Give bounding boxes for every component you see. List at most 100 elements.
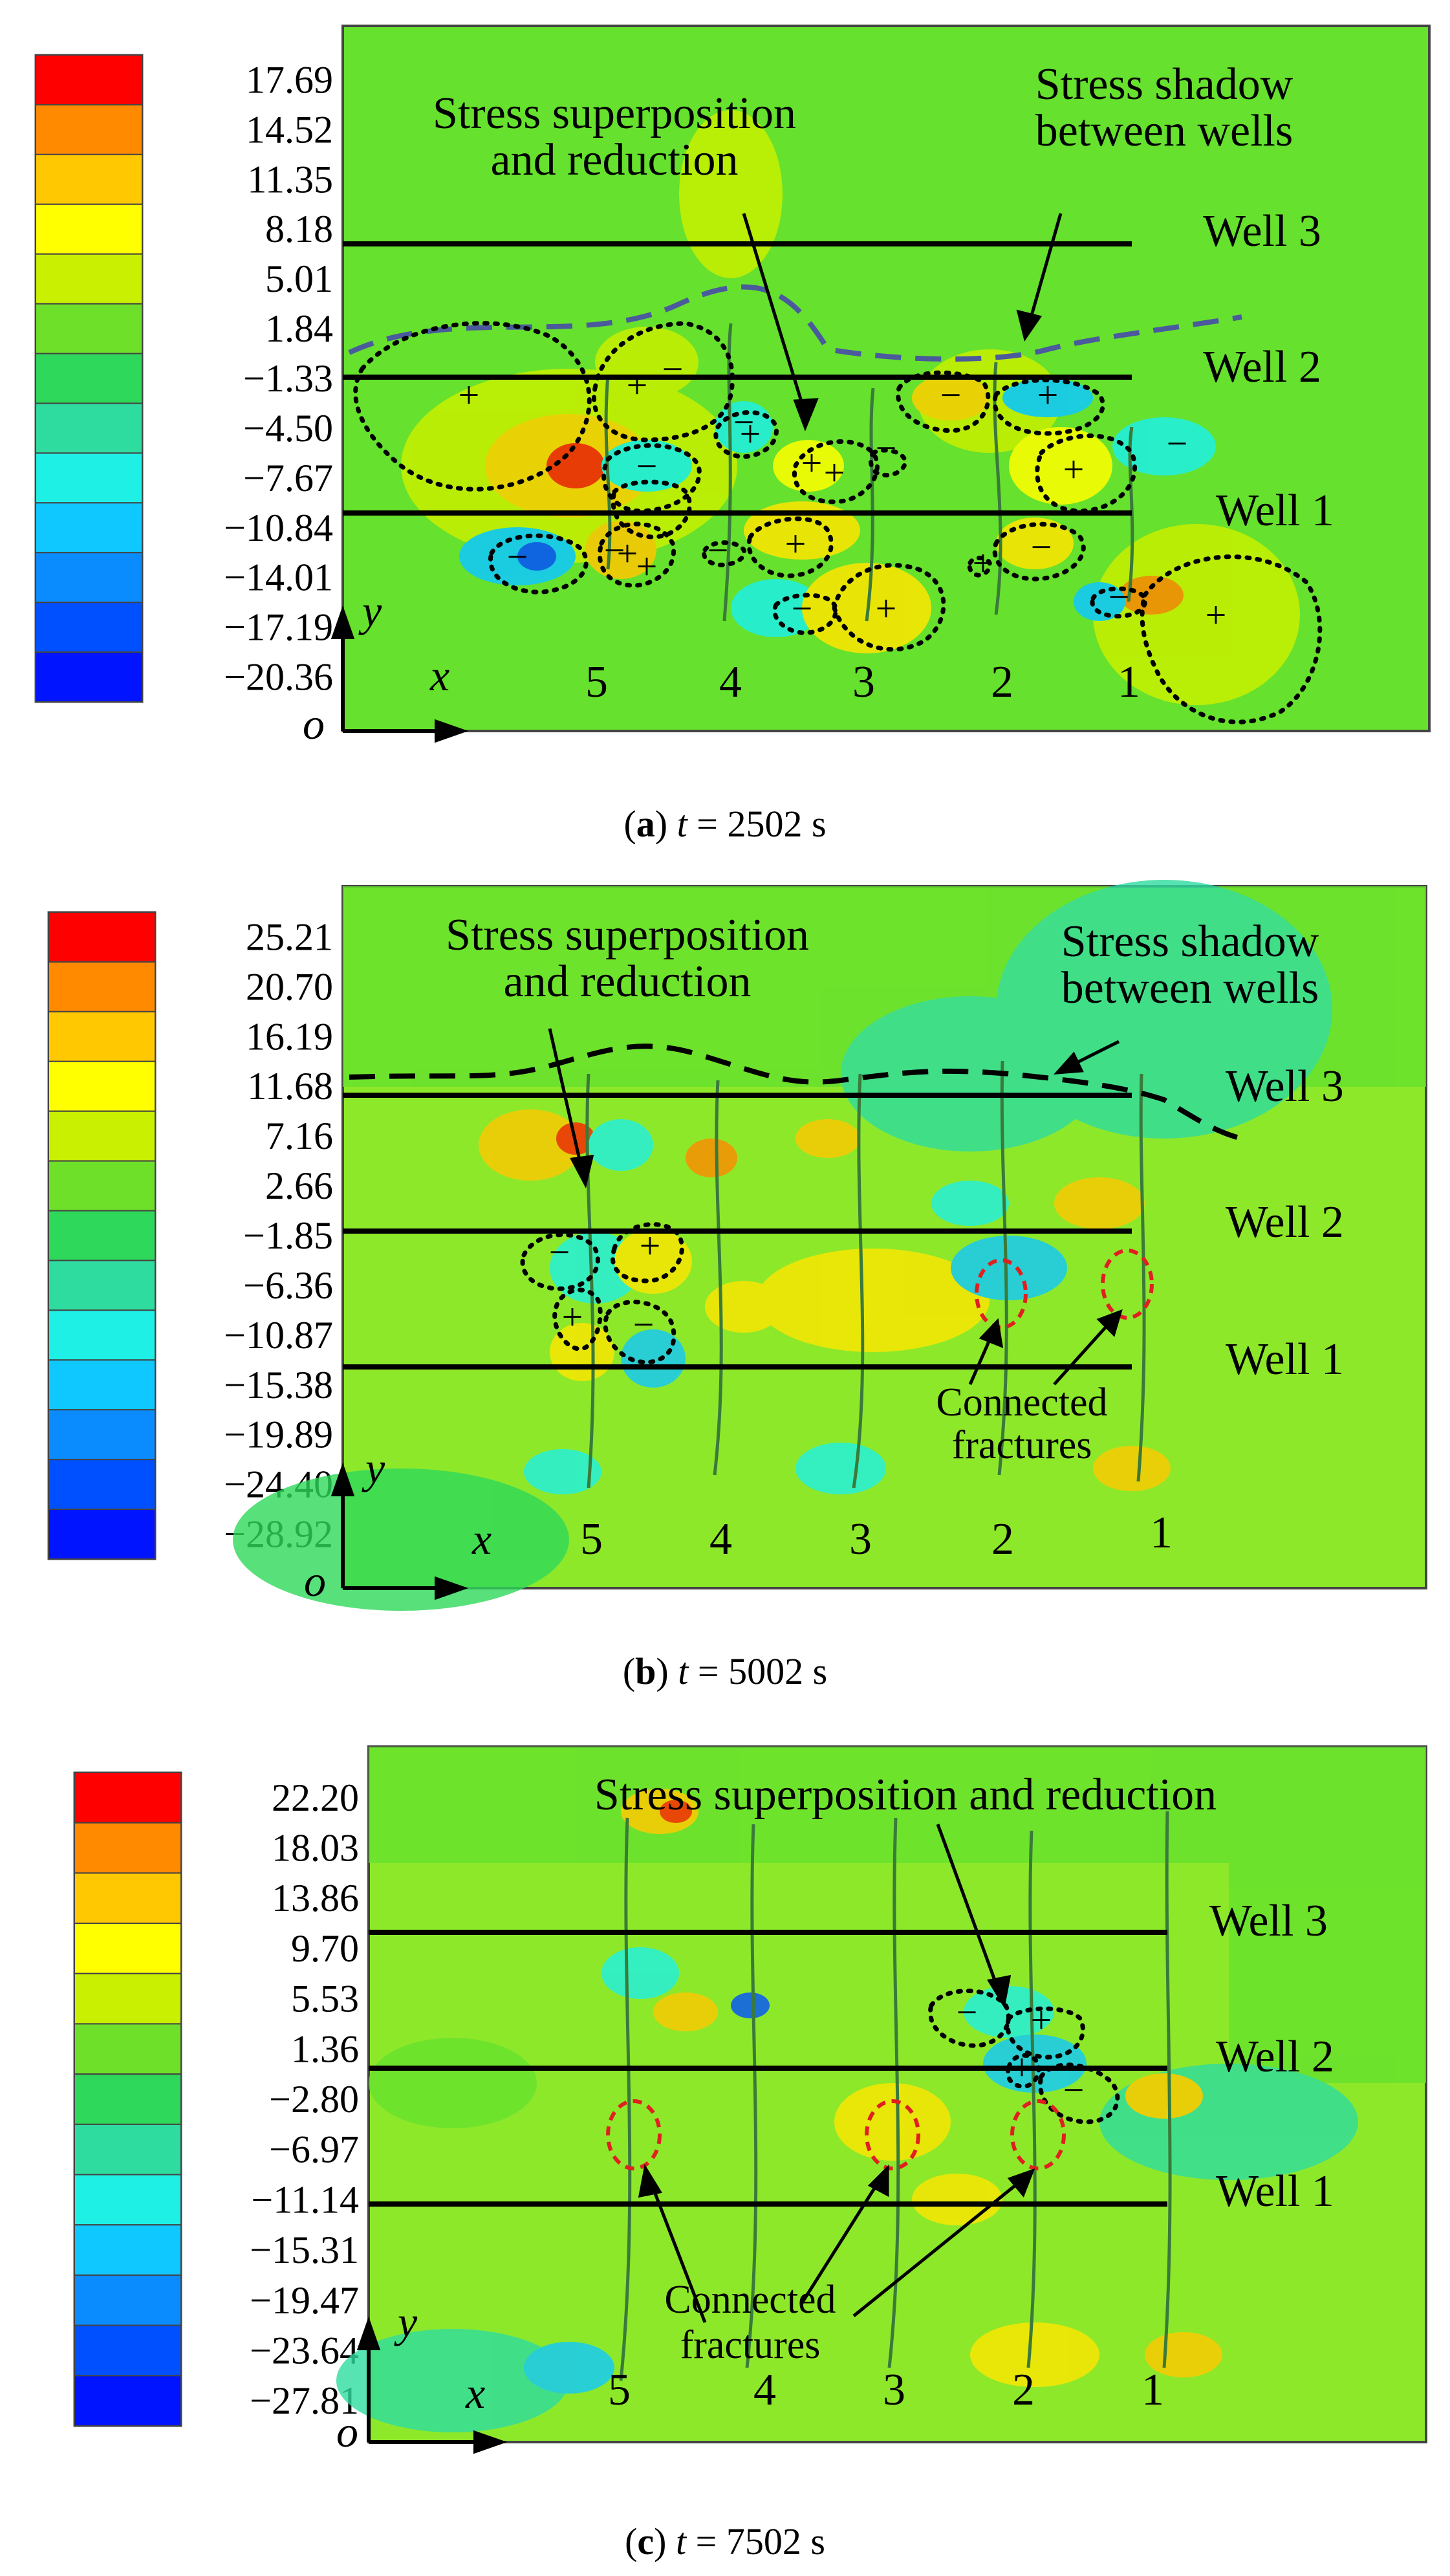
colorbar-tick-label: −4.50 (243, 407, 333, 450)
annotation-line: between wells (1061, 963, 1319, 1013)
annotation-superposition-c: Stress superposition and reduction (594, 1770, 1217, 1820)
caption-var: t (675, 2520, 687, 2562)
caption-value: 5002 s (728, 1650, 828, 1692)
stress-sign-label: − (708, 529, 729, 571)
colorbar-swatch (35, 402, 143, 454)
colorbar-swatch (48, 1010, 156, 1062)
stress-regions-a (353, 321, 1323, 725)
well-1-label-c: Well 1 (1216, 2167, 1334, 2216)
fractures-c (619, 1811, 1172, 2381)
colorbar-tick-label: 13.86 (272, 1877, 359, 1919)
colorbar-swatch (35, 104, 143, 155)
caption-eq: = (687, 803, 728, 845)
fracture-number-2-b: 2 (991, 1514, 1014, 1564)
colorbar-tick-label: 17.69 (246, 58, 333, 101)
colorbar-swatch (74, 2274, 182, 2326)
colorbar-swatch (35, 54, 143, 105)
colorbar-swatch (74, 1772, 182, 1824)
axis-origin-label-b: o (304, 1556, 326, 1606)
stress-sign-label: + (636, 545, 658, 587)
colorbar-tick-label: 11.35 (247, 158, 333, 201)
annotation-line: Stress superposition (433, 89, 796, 138)
colorbar-tick-label: 5.53 (291, 1978, 359, 2020)
stress-sign-label: − (940, 374, 962, 416)
colorbar-swatch (74, 2023, 182, 2075)
annotation-line: and reduction (503, 957, 752, 1007)
colorbar-tick-label: −17.19 (224, 606, 333, 649)
colorbar-tick-label: 22.20 (272, 1776, 359, 1819)
colorbar-c (73, 1771, 182, 2427)
stress-sign-label: − (604, 529, 625, 571)
colorbar-tick-label: −7.67 (243, 457, 333, 499)
colorbar-swatch (48, 1260, 156, 1311)
colorbar-swatch (48, 1060, 156, 1112)
colorbar-tick-label: −15.38 (224, 1364, 333, 1406)
colorbar-swatch (35, 253, 143, 305)
axis-x-label-b: x (472, 1514, 492, 1564)
colorbar-swatch (48, 1110, 156, 1162)
stress-sign-label: − (549, 1231, 570, 1273)
colorbar-tick-label: 14.52 (246, 108, 333, 151)
stress-sign-label: − (1109, 576, 1130, 618)
colorbar-tick-label: −2.80 (269, 2078, 359, 2121)
colorbar-swatch (74, 2224, 182, 2276)
annotation-line: Stress shadow (1035, 60, 1293, 109)
fracture-number-5-c: 5 (608, 2365, 631, 2415)
colorbar-swatch (48, 1309, 156, 1361)
fracture-number-4-c: 4 (753, 2365, 776, 2415)
stress-sign-label: − (633, 1304, 655, 1346)
colorbar-swatch (35, 602, 143, 653)
stress-sign-label: + (562, 1296, 583, 1338)
stress-sign-label: − (1031, 526, 1052, 568)
annotation-connected-b: Connected fractures (880, 1381, 1164, 1467)
colorbar-swatch (48, 1160, 156, 1212)
well-2-label-a: Well 2 (1203, 342, 1321, 392)
stress-sign-label: − (733, 401, 755, 443)
colorbar-tick-label: 2.66 (265, 1164, 333, 1207)
colorbar-tick-label: 16.19 (246, 1015, 333, 1058)
annotation-line: between wells (1035, 106, 1293, 156)
colorbar-swatch (48, 1359, 156, 1411)
fracture-number-3-b: 3 (849, 1514, 872, 1564)
well-lines-a (343, 241, 1132, 516)
fracture-number-5-a: 5 (585, 657, 608, 707)
stress-sign-label: − (876, 427, 897, 469)
colorbar-swatch (35, 203, 143, 255)
panel-a-figure: 17.69 14.52 11.35 8.18 5.01 1.84 −1.33 −4.50 −7.… (34, 25, 1431, 743)
caption-c: (c) t = 7502 s (625, 2520, 825, 2562)
axis-x-label-c: x (466, 2368, 486, 2418)
fractures-b (585, 1060, 1146, 1489)
colorbar-swatch (48, 1210, 156, 1261)
colorbar-swatch (48, 1459, 156, 1511)
panel-c-figure: 22.20 18.03 13.86 9.70 5.53 1.36 −2.80 −6.97 −11… (73, 1745, 1427, 2454)
axis-y-label-a: y (362, 586, 382, 635)
stress-sign-label: + (801, 442, 823, 484)
colorbar-tick-label: −1.85 (243, 1214, 333, 1257)
stress-sign-label: + (627, 364, 648, 406)
colorbar-tick-label: 25.21 (246, 915, 333, 958)
colorbar-swatch (48, 911, 156, 963)
annotation-line: Connected (936, 1381, 1108, 1424)
well-3-label-c: Well 3 (1209, 1896, 1328, 1946)
colorbar-tick-label: 9.70 (291, 1927, 359, 1970)
colorbar-tick-label: 8.18 (265, 208, 333, 250)
colorbar-tick-label: −10.87 (224, 1314, 333, 1357)
colorbar-tick-label: −1.33 (243, 357, 333, 400)
stress-shadow-line-a (348, 284, 1242, 362)
panel-a: 17.69 14.52 11.35 8.18 5.01 1.84 −1.33 −4.50 −7.… (0, 0, 1450, 845)
stress-sign-label: + (1037, 374, 1059, 416)
annotation-line: fractures (951, 1423, 1092, 1467)
stress-sign-label: + (1012, 2046, 1033, 2088)
annotation-arrows-b (548, 1028, 1123, 1386)
colorbar-tick-label: 18.03 (272, 1827, 359, 1870)
annotation-shadow-b: Stress shadow between wells (957, 919, 1423, 1012)
stress-sign-label: − (1167, 422, 1188, 464)
stress-sign-label: + (1031, 1999, 1052, 2041)
colorbar-swatch (74, 2073, 182, 2125)
caption-b: (b) t = 5002 s (622, 1650, 828, 1692)
caption-eq: = (686, 2520, 726, 2562)
stress-sign-label: + (824, 452, 845, 494)
fractures-a (604, 323, 1134, 622)
axis-y-label-b: y (365, 1443, 385, 1492)
annotation-superposition-a: Stress superposition and reduction (362, 91, 867, 184)
